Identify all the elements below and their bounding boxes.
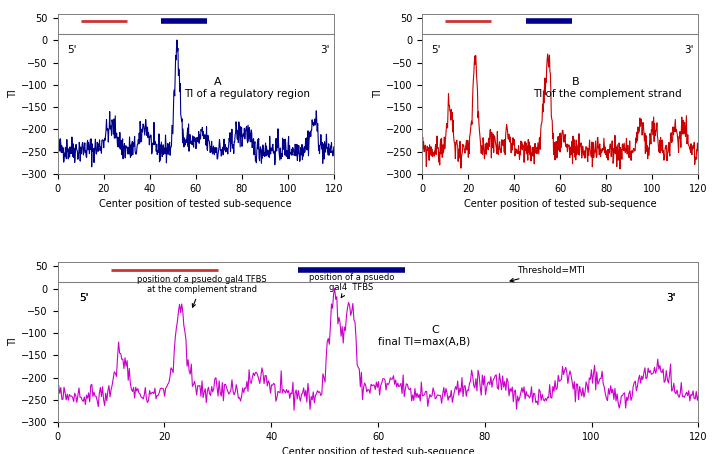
Y-axis label: TI: TI xyxy=(373,89,383,98)
Text: Threshold=MTI: Threshold=MTI xyxy=(510,266,585,282)
Text: C: C xyxy=(431,325,439,335)
Text: position of a psuedo gal4 TFBS
at the complement strand: position of a psuedo gal4 TFBS at the co… xyxy=(137,275,266,307)
Text: TI of the complement strand: TI of the complement strand xyxy=(533,89,681,99)
Y-axis label: TI: TI xyxy=(9,89,18,98)
Text: position of a psuedo
gal4  TFBS: position of a psuedo gal4 TFBS xyxy=(309,273,394,298)
X-axis label: Center position of tested sub-sequence: Center position of tested sub-sequence xyxy=(99,199,292,209)
X-axis label: Center position of tested sub-sequence: Center position of tested sub-sequence xyxy=(464,199,657,209)
Text: B: B xyxy=(572,77,580,87)
Text: 3': 3' xyxy=(667,293,676,303)
Text: 3': 3' xyxy=(320,45,330,55)
Text: A: A xyxy=(214,77,222,87)
Text: final TI=max(A,B): final TI=max(A,B) xyxy=(378,336,470,346)
Text: 3': 3' xyxy=(685,45,694,55)
Text: 5': 5' xyxy=(79,293,89,303)
Text: 5': 5' xyxy=(67,45,76,55)
X-axis label: Center position of tested sub-sequence: Center position of tested sub-sequence xyxy=(282,448,474,454)
Text: 3': 3' xyxy=(667,293,676,303)
Text: 5': 5' xyxy=(431,45,441,55)
Y-axis label: TI: TI xyxy=(9,338,18,346)
Text: TI of a regulatory region: TI of a regulatory region xyxy=(184,89,310,99)
Text: 5': 5' xyxy=(79,293,89,303)
